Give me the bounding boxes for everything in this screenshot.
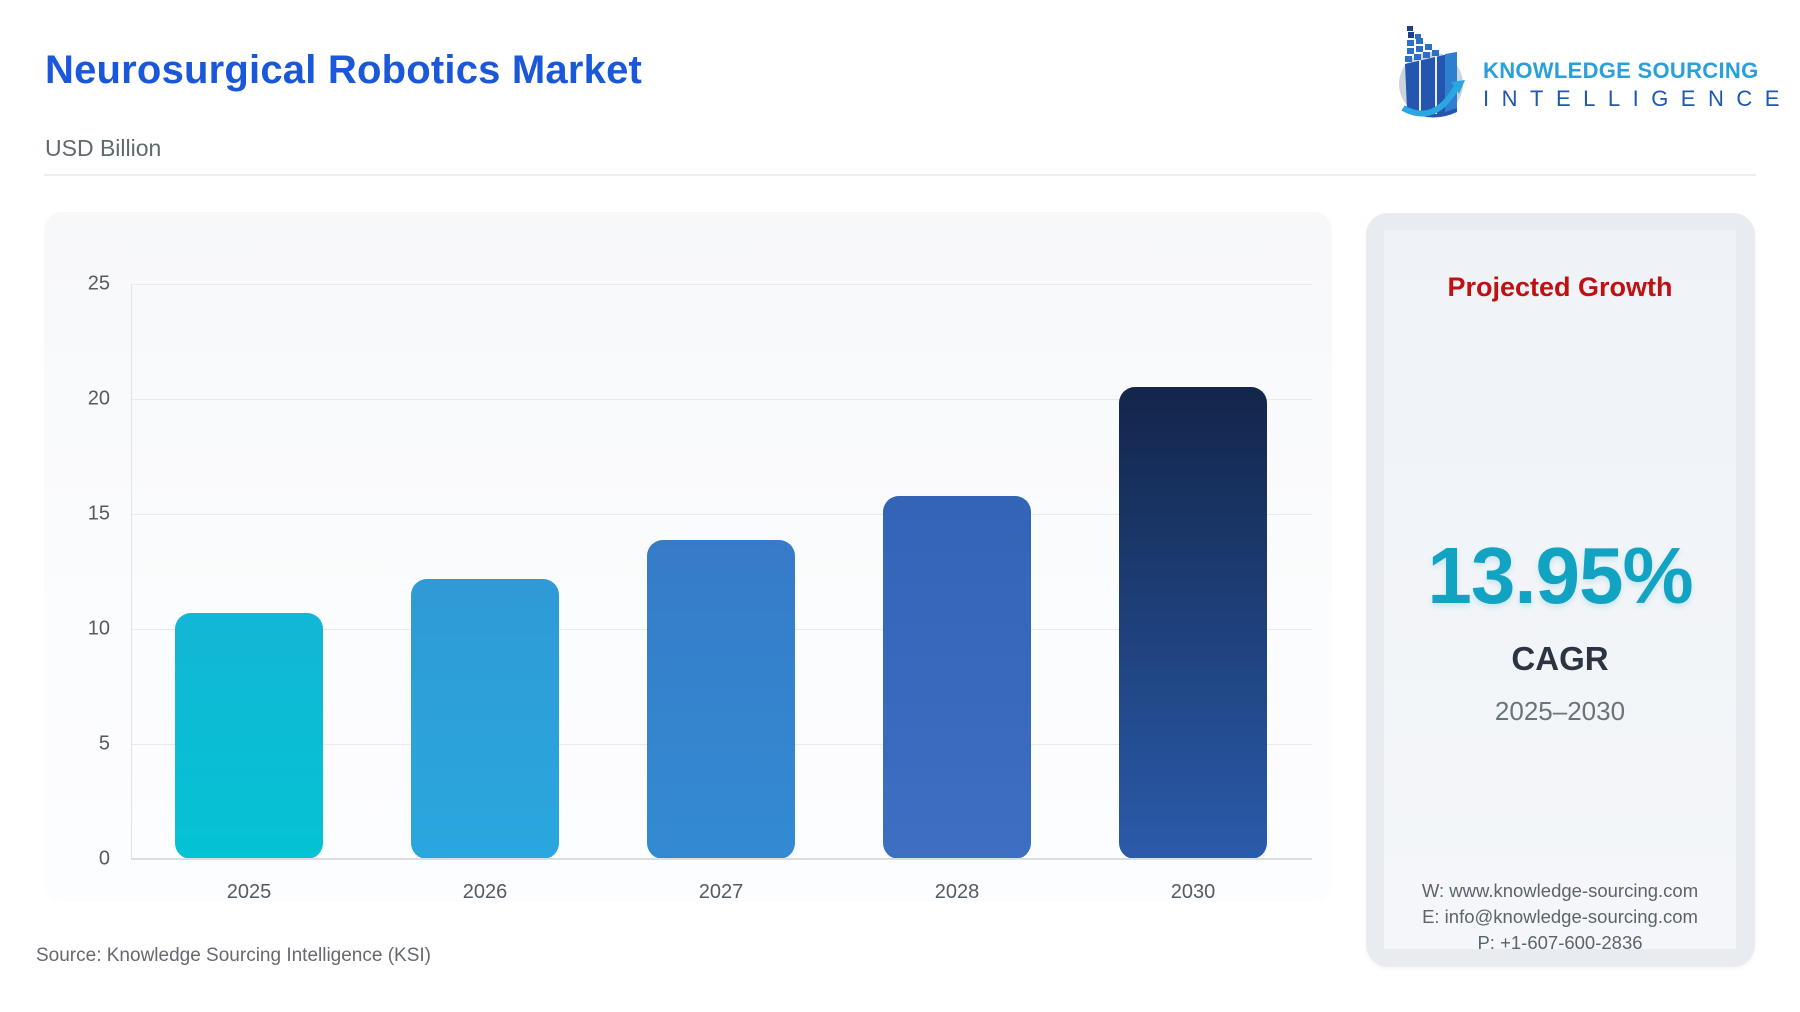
cagr-period: 2025–2030 bbox=[1494, 696, 1626, 726]
source-note: Source: Knowledge Sourcing Intelligence … bbox=[36, 945, 432, 966]
x-tick-2028: 2028 bbox=[934, 881, 980, 903]
header-divider bbox=[44, 174, 1756, 176]
company-logo: KNOWLEDGE SOURCING INTELLIGENCE bbox=[1395, 24, 1779, 124]
x-tick-2025: 2025 bbox=[226, 881, 272, 903]
bar-2026[interactable] bbox=[411, 579, 559, 859]
growth-heading: Projected Growth bbox=[1447, 272, 1673, 302]
bar-chart-arrow-globe-icon bbox=[1399, 26, 1465, 118]
bar-2030[interactable] bbox=[1119, 387, 1267, 859]
bar-2025[interactable] bbox=[175, 613, 323, 859]
unit-label: USD Billion bbox=[45, 135, 162, 161]
contact-info: W: www.knowledge-sourcing.com E: info@kn… bbox=[1384, 878, 1736, 956]
logo-text-line2: INTELLIGENCE bbox=[1483, 86, 1792, 111]
projected-growth-card-inner: Projected Growth 13.95% CAGR 2025–2030 W… bbox=[1384, 230, 1736, 953]
y-tick-0: 0 bbox=[98, 847, 110, 870]
contact-website[interactable]: W: www.knowledge-sourcing.com bbox=[1421, 880, 1699, 901]
y-tick-20: 20 bbox=[87, 387, 110, 410]
gridline-25 bbox=[131, 284, 1312, 285]
x-tick-2026: 2026 bbox=[462, 881, 508, 903]
contact-phone[interactable]: P: +1-607-600-2836 bbox=[1477, 932, 1643, 953]
cagr-value: 13.95% bbox=[1427, 531, 1693, 620]
contact-email[interactable]: E: info@knowledge-sourcing.com bbox=[1422, 906, 1698, 927]
y-tick-10: 10 bbox=[87, 617, 110, 640]
cagr-label: CAGR bbox=[1511, 640, 1609, 677]
bar-2027[interactable] bbox=[647, 540, 795, 859]
gridline-15 bbox=[131, 514, 1312, 515]
y-tick-15: 15 bbox=[87, 502, 110, 525]
y-tick-5: 5 bbox=[98, 732, 110, 755]
y-axis-line bbox=[131, 284, 132, 859]
x-tick-2027: 2027 bbox=[698, 881, 744, 903]
bar-2028[interactable] bbox=[883, 496, 1031, 859]
gridline-20 bbox=[131, 399, 1312, 400]
page-title: Neurosurgical Robotics Market bbox=[45, 48, 643, 92]
x-tick-2030: 2030 bbox=[1170, 881, 1216, 903]
logo-text-line1: KNOWLEDGE SOURCING bbox=[1483, 58, 1759, 83]
projected-growth-card: Projected Growth 13.95% CAGR 2025–2030 W… bbox=[1366, 213, 1755, 967]
x-axis-baseline bbox=[131, 858, 1312, 860]
bar-chart bbox=[131, 284, 1312, 860]
y-tick-25: 25 bbox=[87, 272, 110, 295]
